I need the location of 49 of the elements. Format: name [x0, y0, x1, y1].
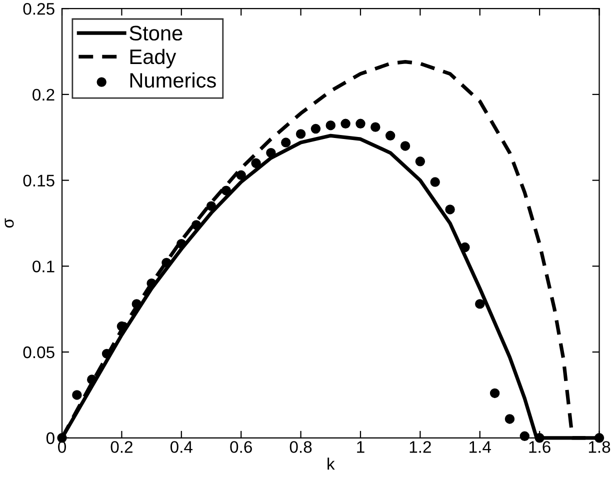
point	[221, 186, 232, 196]
legend-label: Eady	[130, 48, 176, 68]
x-tick-label: 1.4	[470, 441, 491, 453]
point	[310, 124, 321, 134]
point	[385, 130, 396, 141]
point	[162, 258, 172, 268]
point	[475, 299, 485, 309]
point	[445, 204, 455, 214]
point	[251, 158, 261, 168]
x-tick-label: 0.4	[170, 441, 192, 453]
point	[281, 138, 291, 148]
point	[400, 141, 410, 151]
point	[340, 118, 350, 128]
legend-label: Numerics	[130, 72, 216, 88]
point	[356, 118, 366, 128]
x-tick-label: 0.8	[290, 441, 312, 453]
point	[176, 238, 186, 249]
x-tick-label: 1.2	[410, 441, 431, 453]
x-tick-label: 0.2	[110, 441, 132, 453]
point	[490, 388, 500, 398]
y-tick-label: 0.2	[32, 88, 54, 101]
point	[415, 156, 426, 166]
x-tick-label: 1.6	[529, 441, 550, 453]
point	[236, 170, 246, 180]
point	[504, 414, 515, 424]
x-tick-label: 1.8	[588, 441, 610, 453]
point	[132, 299, 142, 309]
x-axis-title: k	[328, 458, 335, 470]
y-tick-label: 0.25	[23, 2, 54, 15]
point	[430, 177, 440, 187]
point	[296, 129, 306, 139]
point	[206, 201, 216, 211]
y-tick-label: 0	[46, 432, 54, 444]
point	[72, 390, 82, 400]
point	[87, 374, 97, 384]
x-tick-label: 0.6	[230, 441, 252, 453]
y-tick-label: 0.15	[23, 174, 54, 187]
point	[370, 122, 380, 132]
y-tick-label: 0.05	[23, 346, 54, 358]
point	[191, 220, 202, 230]
y-axis-title: σ	[4, 218, 14, 228]
y-tick-label: 0.1	[32, 260, 54, 272]
point	[460, 242, 470, 252]
point	[266, 148, 276, 158]
x-tick-label: 1	[357, 441, 364, 453]
legend-label: Stone	[130, 26, 182, 41]
point	[146, 278, 156, 288]
point	[326, 120, 336, 130]
point	[520, 431, 530, 442]
